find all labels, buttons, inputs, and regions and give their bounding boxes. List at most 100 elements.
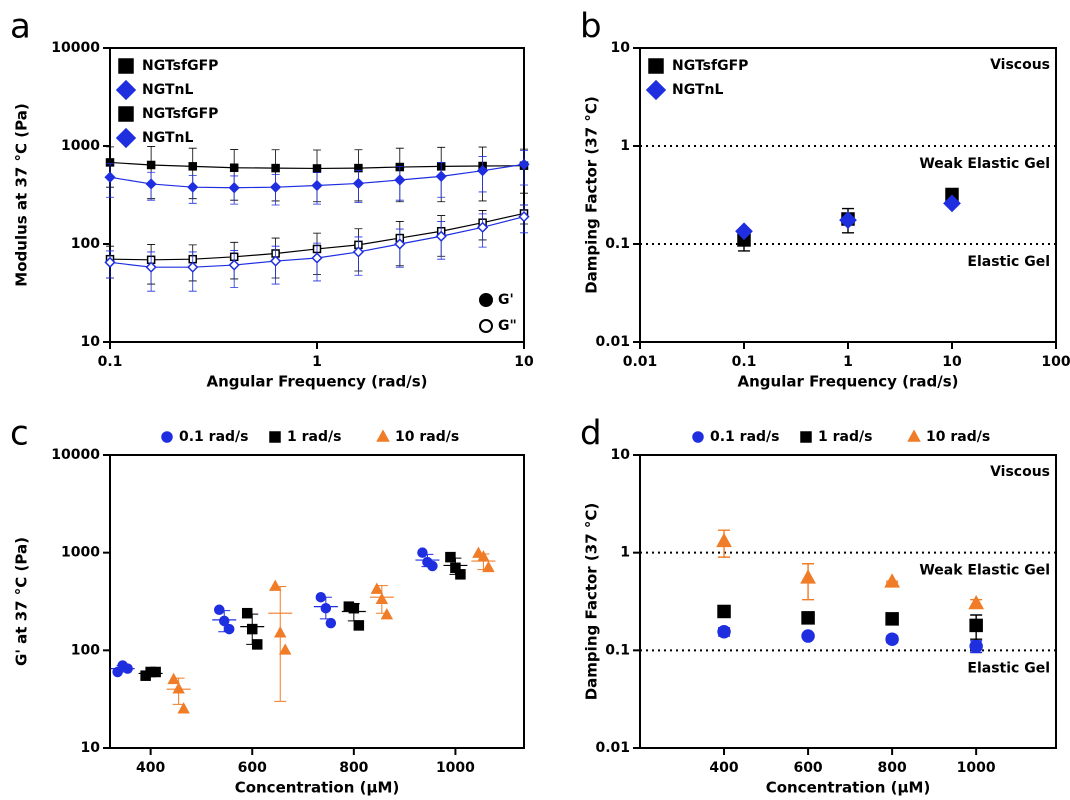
data-point (241, 607, 253, 619)
panel-label: c (10, 414, 29, 454)
data-point (104, 256, 116, 268)
x-tick-label: 1000 (957, 760, 996, 776)
y-axis-title: Damping Factor (37 °C) (583, 96, 601, 294)
x-tick-label: 800 (878, 760, 907, 776)
x-tick-label: 100 (1041, 354, 1070, 370)
x-axis-title: Concentration (µM) (766, 779, 931, 797)
data-point (274, 626, 287, 638)
data-point (352, 246, 365, 258)
data-point (246, 623, 258, 635)
annotation: Viscous (990, 57, 1050, 73)
data-point (145, 178, 157, 190)
data-point (717, 624, 731, 639)
y-axis-title: Modulus at 37 °C (Pa) (13, 103, 31, 286)
x-tick-label: 600 (793, 760, 822, 776)
data-point (172, 682, 185, 694)
data-point (223, 623, 235, 635)
data-point (380, 608, 394, 620)
y-tick-label: 1 (620, 138, 630, 154)
data-point (435, 170, 447, 182)
data-point (885, 632, 899, 646)
error-bar (274, 586, 287, 702)
data-point (269, 255, 282, 267)
data-point (969, 639, 983, 654)
data-point (188, 162, 197, 171)
legend-label: NGTnL (142, 130, 193, 146)
legend-marker (692, 431, 704, 443)
x-tick-label: 800 (339, 760, 368, 776)
data-point (800, 569, 816, 584)
data-point (969, 618, 983, 633)
y-tick-label: 10000 (51, 447, 100, 463)
x-tick-label: 10 (514, 354, 534, 370)
legend-marker (907, 429, 921, 442)
legend-marker (161, 431, 173, 443)
y-tick-label: 10 (611, 40, 631, 56)
data-point (968, 594, 985, 610)
legend-label: 1 rad/s (818, 429, 872, 445)
data-point (271, 163, 280, 173)
data-point (312, 164, 322, 173)
data-point (394, 238, 406, 250)
y-tick-label: 1000 (61, 138, 100, 154)
data-point (104, 171, 116, 183)
data-point (269, 181, 282, 193)
data-point (801, 629, 815, 643)
y-axis-title: G' at 37 °C (Pa) (13, 537, 31, 666)
data-point (476, 221, 489, 233)
y-tick-label: 10 (81, 740, 101, 756)
legend-marker (479, 319, 493, 333)
panel-label: a (10, 7, 31, 47)
data-point (167, 672, 180, 685)
data-point (213, 604, 225, 616)
x-tick-label: 400 (709, 760, 738, 776)
legend-label: 0.1 rad/s (710, 429, 780, 445)
data-point (177, 702, 190, 714)
data-point (476, 165, 489, 177)
legend-label: NGTsfGFP (142, 58, 218, 74)
data-point (417, 547, 428, 558)
data-point (394, 174, 406, 186)
y-tick-label: 1 (620, 545, 630, 561)
data-point (801, 611, 815, 625)
data-point (348, 602, 360, 614)
x-tick-label: 1 (843, 354, 853, 370)
y-axis-title: Damping Factor (37 °C) (583, 503, 601, 701)
y-tick-label: 10000 (51, 40, 100, 56)
data-point (353, 620, 365, 631)
data-point (320, 602, 332, 614)
legend-marker (115, 79, 137, 101)
legend-label: NGTsfGFP (142, 106, 218, 122)
data-point (370, 582, 384, 594)
data-point (445, 551, 456, 563)
data-point (482, 560, 495, 573)
legend-marker (648, 58, 664, 74)
x-axis-title: Angular Frequency (rad/s) (207, 373, 428, 391)
annotation: Viscous (990, 464, 1050, 480)
y-tick-label: 100 (71, 642, 100, 658)
y-tick-label: 0.01 (595, 334, 630, 350)
data-point (716, 532, 732, 548)
data-point (187, 261, 199, 273)
data-point (122, 663, 133, 674)
y-tick-label: 0.1 (605, 642, 630, 658)
legend-marker (376, 429, 390, 442)
data-point (352, 177, 365, 190)
legend-label: NGTnL (142, 82, 193, 98)
data-point (187, 181, 199, 193)
x-tick-label: 600 (238, 760, 267, 776)
x-tick-label: 0.1 (732, 354, 757, 370)
data-point (279, 643, 292, 655)
legend-label: 10 rad/s (926, 429, 990, 445)
data-point (228, 259, 240, 271)
data-point (229, 163, 239, 172)
annotation: Elastic Gel (967, 660, 1050, 676)
y-tick-label: 0.1 (605, 236, 630, 252)
y-tick-label: 10 (81, 334, 101, 350)
data-point (311, 252, 323, 264)
x-tick-label: 1 (312, 354, 322, 370)
x-tick-label: 10 (942, 354, 962, 370)
x-tick-label: 0.1 (98, 354, 123, 370)
